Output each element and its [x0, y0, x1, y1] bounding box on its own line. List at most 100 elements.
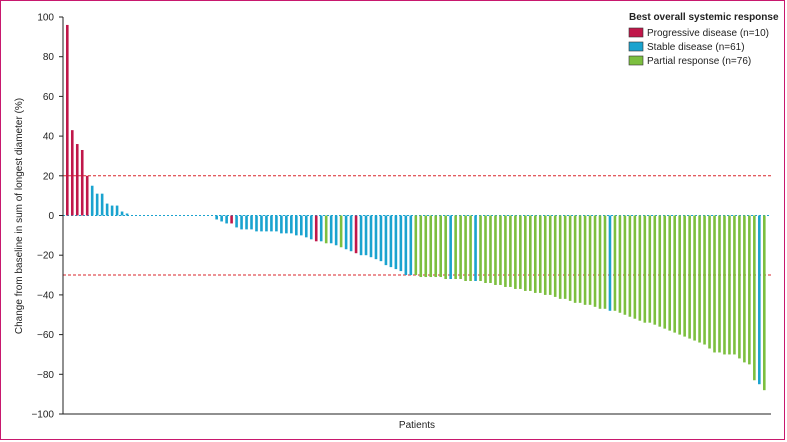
bar-partial — [688, 215, 691, 339]
y-tick-label: −60 — [37, 330, 54, 341]
bar-partial — [444, 215, 447, 280]
bar-partial — [429, 215, 433, 278]
bar-partial — [563, 215, 567, 299]
bar-partial — [753, 215, 756, 381]
bar-stable — [100, 193, 104, 216]
bar-progressive — [314, 215, 318, 242]
bar-partial — [324, 215, 328, 244]
bar-partial — [499, 215, 502, 285]
bar-partial — [653, 215, 657, 325]
y-tick-label: −40 — [37, 290, 54, 301]
bar-partial — [658, 215, 662, 327]
bar-partial — [698, 215, 701, 343]
bar-stable — [384, 215, 388, 266]
bar-partial — [424, 215, 428, 278]
bar-partial — [439, 215, 442, 278]
bar-stable — [215, 215, 218, 220]
bars — [66, 24, 766, 391]
bar-stable — [240, 215, 243, 230]
bar-stable — [409, 215, 413, 276]
bar-partial — [494, 215, 497, 285]
bar-stable — [115, 205, 119, 216]
bar-partial — [673, 215, 676, 333]
bar-stable — [265, 215, 268, 232]
bar-partial — [683, 215, 686, 337]
bar-stable — [270, 215, 273, 232]
bar-stable — [334, 215, 338, 246]
bar-partial — [603, 215, 607, 309]
bar-stable — [220, 215, 223, 222]
bar-stable — [125, 213, 129, 216]
bar-partial — [583, 215, 587, 305]
y-tick-label: 0 — [48, 211, 54, 222]
bar-stable — [225, 215, 228, 224]
bar-stable — [245, 215, 248, 230]
bar-partial — [708, 215, 711, 349]
bar-stable — [608, 215, 612, 311]
bar-stable — [379, 215, 383, 262]
bar-partial — [469, 215, 472, 282]
y-tick-label: −80 — [37, 370, 54, 381]
bar-partial — [538, 215, 542, 293]
bar-stable — [280, 215, 283, 234]
bar-partial — [648, 215, 652, 323]
bar-stable — [95, 193, 99, 216]
bar-partial — [489, 215, 492, 283]
bar-partial — [693, 215, 696, 341]
bar-partial — [339, 215, 343, 248]
bar-partial — [568, 215, 572, 301]
bar-stable — [449, 215, 452, 280]
bar-partial — [464, 215, 467, 282]
bar-partial — [663, 215, 667, 329]
legend-label-partial: Partial response (n=76) — [647, 56, 751, 67]
bar-stable — [309, 215, 313, 240]
bar-stable — [404, 215, 408, 276]
bar-stable — [304, 215, 308, 238]
bar-partial — [638, 215, 642, 321]
bar-progressive — [85, 175, 89, 216]
bar-stable — [758, 215, 761, 385]
bar-partial — [748, 215, 751, 365]
bar-partial — [763, 215, 766, 391]
bar-stable — [110, 205, 114, 216]
legend-label-stable: Stable disease (n=61) — [647, 42, 745, 53]
bar-partial — [643, 215, 647, 323]
bar-stable — [474, 215, 477, 282]
bar-progressive — [230, 215, 233, 224]
bar-partial — [713, 215, 716, 353]
bar-partial — [484, 215, 487, 283]
bar-partial — [479, 215, 482, 282]
bar-partial — [573, 215, 577, 303]
bar-stable — [364, 215, 368, 256]
bar-partial — [733, 215, 736, 355]
bar-partial — [454, 215, 457, 280]
bar-stable — [295, 215, 298, 236]
bar-partial — [459, 215, 462, 280]
bar-stable — [359, 215, 363, 256]
y-tick-label: 40 — [43, 132, 55, 143]
bar-stable — [285, 215, 288, 234]
bar-stable — [399, 215, 403, 272]
y-tick-label: −100 — [31, 410, 54, 421]
bar-partial — [533, 215, 537, 293]
bar-partial — [718, 215, 721, 353]
bar-stable — [369, 215, 373, 258]
y-tick-label: −20 — [37, 251, 54, 262]
bar-partial — [728, 215, 731, 355]
bar-stable — [344, 215, 348, 250]
bar-stable — [90, 185, 94, 216]
y-tick-label: 20 — [43, 171, 55, 182]
legend-swatch-stable — [628, 41, 644, 52]
bar-partial — [628, 215, 632, 317]
bar-progressive — [70, 130, 74, 216]
y-ticks: 100 80 60 40 20 0 −20 −40 −60 −80 −100 — [31, 13, 63, 421]
bar-stable — [349, 215, 353, 252]
bar-partial — [414, 215, 418, 276]
bar-stable — [394, 215, 398, 270]
bar-partial — [543, 215, 547, 295]
bar-stable — [389, 215, 393, 268]
bar-partial — [529, 215, 532, 291]
bar-partial — [434, 215, 438, 278]
y-tick-label: 80 — [43, 52, 55, 63]
